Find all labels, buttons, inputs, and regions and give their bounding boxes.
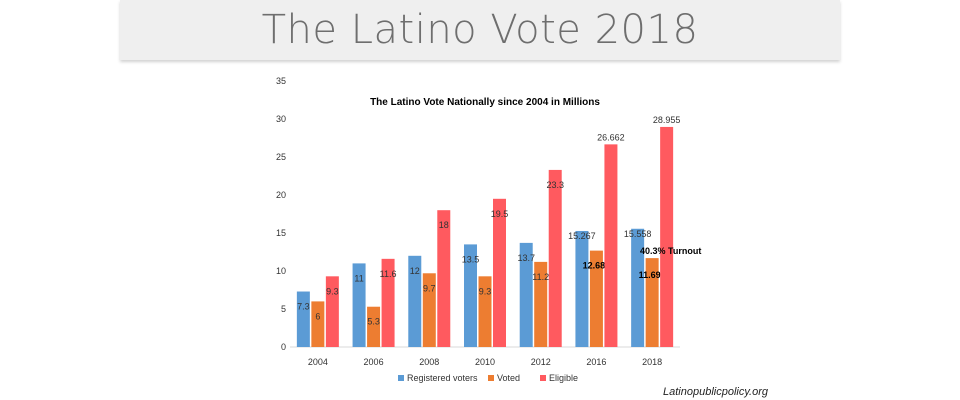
y-tick-label: 5 (281, 304, 286, 314)
bar-registered-voters (408, 255, 422, 347)
data-label: 11 (354, 273, 363, 283)
x-tick-label: 2012 (531, 357, 551, 367)
data-label: 5.3 (367, 317, 380, 327)
bar-eligible (381, 258, 395, 347)
bar-registered-voters (352, 263, 366, 347)
y-tick-label: 0 (281, 342, 286, 352)
y-tick-label: 30 (276, 114, 286, 124)
data-label: 26.662 (597, 132, 625, 142)
data-label: 12.682 (583, 261, 611, 271)
bar-registered-voters (296, 291, 310, 347)
chart-title: The Latino Vote Nationally since 2004 in… (370, 97, 600, 108)
bar-eligible (325, 276, 339, 347)
bar-eligible (437, 210, 451, 347)
data-label: 13.5 (462, 254, 480, 264)
legend-label: Registered voters (407, 373, 478, 383)
y-tick-label: 20 (276, 190, 286, 200)
bar-registered-voters (464, 244, 477, 347)
bar-voted (367, 306, 381, 347)
data-label: 9.7 (423, 283, 436, 293)
turnout-annotation: 40.3% Turnout (640, 246, 701, 256)
slide-title: The Latino Vote 2018 (261, 7, 699, 53)
legend-label: Voted (497, 373, 520, 383)
data-label: 23.3 (546, 180, 564, 190)
bar-eligible (493, 198, 506, 347)
legend-label: Eligible (549, 373, 578, 383)
bar-voted (478, 276, 492, 347)
bar-voted (311, 301, 325, 347)
y-tick-label: 10 (276, 266, 286, 276)
data-label: 9.3 (326, 286, 339, 296)
x-tick-label: 2016 (586, 357, 606, 367)
data-label: 15.267 (568, 231, 596, 241)
bar-voted (645, 258, 659, 347)
data-label: 13.7 (517, 253, 535, 263)
data-label: 12 (410, 266, 420, 276)
data-label: 9.3 (479, 286, 492, 296)
data-label: 11.2 (532, 272, 549, 282)
data-label: 7.3 (297, 302, 310, 312)
title-bar: The Latino Vote 2018 (120, 0, 840, 60)
bar-eligible (604, 144, 618, 347)
data-label: 11.695 (639, 270, 666, 280)
bar-voted (534, 261, 548, 347)
legend-swatch (540, 375, 546, 381)
y-tick-label: 35 (276, 76, 286, 86)
legend-swatch (488, 375, 494, 381)
source-credit: Latinopublicpolicy.org (663, 386, 768, 398)
bar-voted (589, 250, 603, 347)
data-label: 15.558 (624, 229, 652, 239)
bar-eligible (548, 169, 562, 347)
bar-chart: The Latino Vote Nationally since 2004 in… (276, 76, 701, 383)
data-label: 19.5 (491, 209, 509, 219)
x-tick-label: 2008 (419, 357, 439, 367)
bar-registered-voters (575, 230, 589, 347)
bar-registered-voters (631, 228, 645, 347)
legend-swatch (398, 375, 404, 381)
x-tick-label: 2004 (308, 357, 328, 367)
y-tick-label: 25 (276, 152, 286, 162)
bar-registered-voters (519, 242, 533, 347)
y-tick-label: 15 (276, 228, 286, 238)
x-tick-label: 2018 (642, 357, 662, 367)
bar-eligible (660, 126, 674, 347)
data-label: 28.955 (653, 115, 681, 125)
data-label: 11.6 (380, 269, 397, 279)
x-tick-label: 2010 (475, 357, 495, 367)
x-tick-label: 2006 (364, 357, 384, 367)
bar-voted (422, 273, 436, 347)
data-label: 6 (315, 311, 320, 321)
data-label: 18 (439, 220, 449, 230)
chart-container: The Latino Vote Nationally since 2004 in… (250, 70, 720, 400)
